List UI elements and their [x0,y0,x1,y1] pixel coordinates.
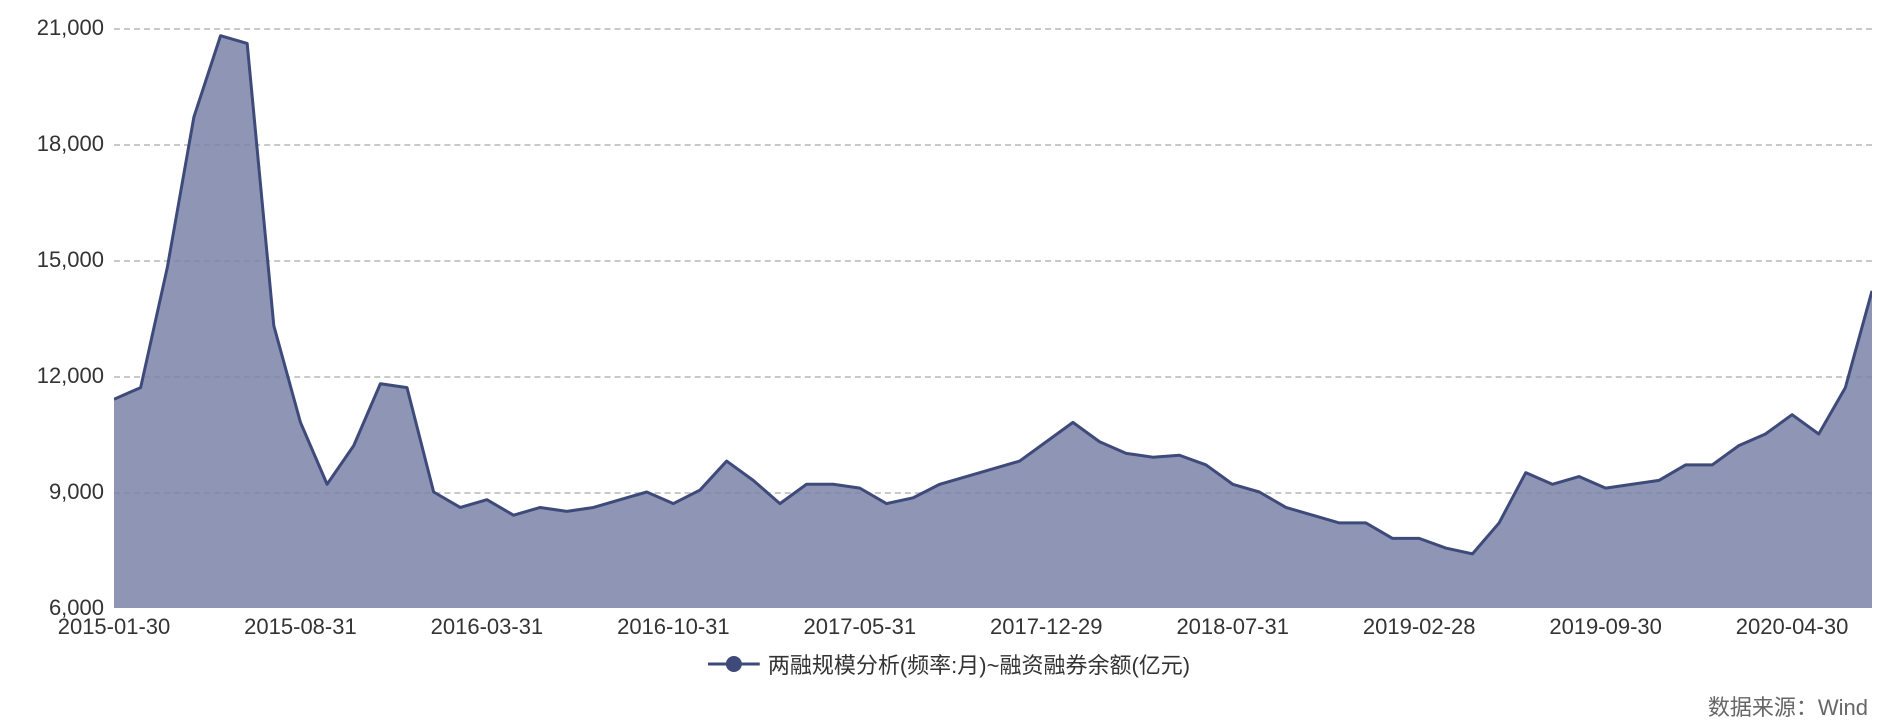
legend: 两融规模分析(频率:月)~融资融券余额(亿元) [708,648,1190,680]
x-tick-label: 2016-03-31 [431,614,544,640]
x-tick-label: 2018-07-31 [1176,614,1289,640]
x-tick-label: 2015-08-31 [244,614,357,640]
x-tick-label: 2020-04-30 [1736,614,1849,640]
legend-line-marker-icon [708,654,760,674]
x-tick-label: 2019-02-28 [1363,614,1476,640]
legend-swatch [708,654,760,674]
y-tick-label: 12,000 [37,363,104,389]
y-tick-label: 18,000 [37,131,104,157]
x-tick-label: 2016-10-31 [617,614,730,640]
area-series [114,28,1872,608]
chart-container: 两融规模分析(频率:月)~融资融券余额(亿元) 数据来源：Wind 6,0009… [0,0,1898,728]
y-tick-label: 9,000 [49,479,104,505]
x-tick-label: 2015-01-30 [58,614,171,640]
x-tick-label: 2019-09-30 [1549,614,1662,640]
area-fill [114,36,1872,608]
x-tick-label: 2017-05-31 [804,614,917,640]
source-label: 数据来源：Wind [1708,690,1868,722]
legend-label: 两融规模分析(频率:月)~融资融券余额(亿元) [768,648,1190,680]
x-tick-label: 2017-12-29 [990,614,1103,640]
y-tick-label: 21,000 [37,15,104,41]
plot-area [114,28,1872,608]
y-tick-label: 15,000 [37,247,104,273]
